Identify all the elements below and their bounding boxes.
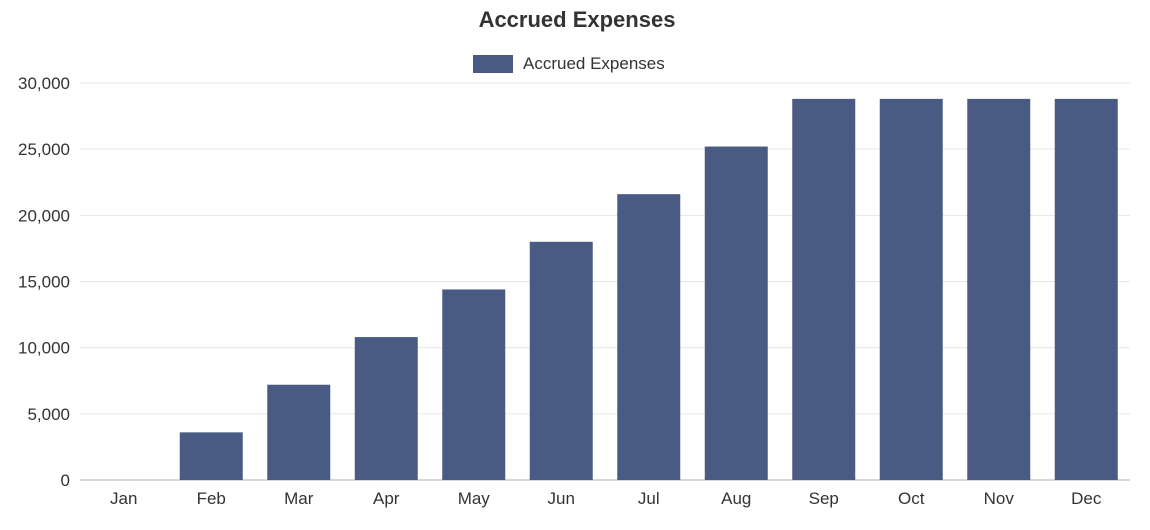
x-tick-label: Dec: [1071, 489, 1102, 508]
bar-oct[interactable]: [879, 98, 943, 480]
bar-nov[interactable]: [967, 98, 1031, 480]
bar-may[interactable]: [442, 289, 506, 480]
bar-mar[interactable]: [267, 384, 331, 480]
y-axis: 0 5,000 10,000 15,000 20,000 25,000 30,000: [18, 74, 70, 490]
y-tick-label: 25,000: [18, 140, 70, 159]
legend-label[interactable]: Accrued Expenses: [523, 54, 665, 73]
y-tick-label: 0: [61, 471, 70, 490]
bar-feb[interactable]: [179, 432, 243, 480]
x-tick-label: Mar: [284, 489, 314, 508]
bar-jun[interactable]: [529, 241, 593, 480]
bar-aug[interactable]: [704, 146, 768, 480]
x-tick-label: Jan: [110, 489, 137, 508]
y-tick-label: 30,000: [18, 74, 70, 93]
chart-title: Accrued Expenses: [479, 7, 676, 32]
x-tick-label: Oct: [898, 489, 925, 508]
bar-dec[interactable]: [1054, 98, 1118, 480]
x-tick-label: Jul: [638, 489, 660, 508]
y-tick-label: 20,000: [18, 206, 70, 225]
x-tick-label: Apr: [373, 489, 400, 508]
y-tick-label: 15,000: [18, 273, 70, 292]
x-tick-label: Sep: [809, 489, 839, 508]
legend[interactable]: Accrued Expenses: [473, 54, 665, 73]
grid: [80, 82, 1130, 481]
y-tick-label: 10,000: [18, 339, 70, 358]
x-tick-label: Aug: [721, 489, 751, 508]
x-tick-label: Nov: [984, 489, 1015, 508]
bars: [179, 98, 1118, 480]
legend-swatch[interactable]: [473, 55, 513, 73]
bar-apr[interactable]: [354, 337, 418, 480]
y-tick-label: 5,000: [27, 405, 70, 424]
x-axis: Jan Feb Mar Apr May Jun Jul Aug Sep Oct Nov Dec: [110, 489, 1102, 508]
x-tick-label: May: [458, 489, 491, 508]
x-tick-label: Jun: [548, 489, 575, 508]
bar-sep[interactable]: [792, 98, 856, 480]
x-tick-label: Feb: [197, 489, 226, 508]
bar-jul[interactable]: [617, 194, 681, 480]
